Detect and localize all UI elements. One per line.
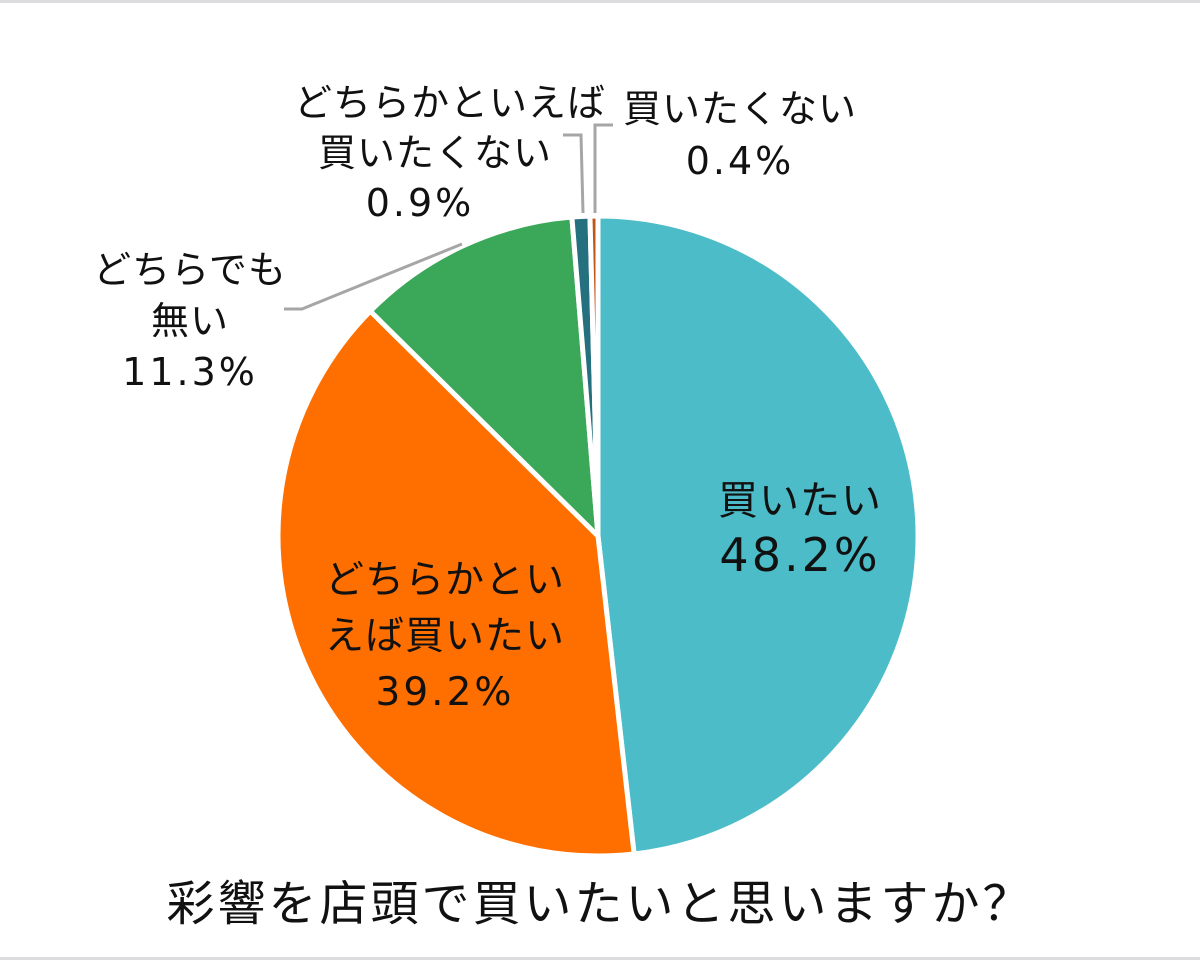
label-rather-want: どちらかとい えば買いたい 39.2% xyxy=(310,553,580,721)
chart-title: 彩響を店頭で買いたいと思いますか？ xyxy=(166,876,1034,932)
label-not-want-pct: 0.4% xyxy=(685,139,795,183)
label-want-text: 買いたい xyxy=(718,478,882,524)
leader-lines xyxy=(284,123,613,311)
label-rather-not-line2: 買いたくない xyxy=(317,131,552,175)
label-neither-pct: 11.3% xyxy=(122,350,258,394)
label-not-want-line1: 買いたくない xyxy=(622,87,857,131)
pie-slice-want xyxy=(595,213,921,857)
label-want-pct: 48.2% xyxy=(719,528,881,582)
label-rather-want-line1: どちらかとい xyxy=(324,558,565,603)
pie-slice-neither xyxy=(367,214,601,539)
leader-line-not-want xyxy=(593,123,613,213)
label-rather-not-pct: 0.9% xyxy=(365,181,475,225)
pie-slices xyxy=(275,213,921,859)
label-not-want: 買いたくない 0.4% xyxy=(615,83,865,187)
label-rather-want-line2: えば買いたい xyxy=(324,614,565,659)
top-border xyxy=(0,0,1200,3)
label-neither-line2: 無い xyxy=(150,299,229,343)
leader-line-rather-not xyxy=(563,133,585,214)
label-want: 買いたい 48.2% xyxy=(680,474,920,582)
pie-slice-not-want xyxy=(587,213,601,539)
label-neither-line1: どちらでも xyxy=(93,248,287,292)
label-rather-not-line1: どちらかといえば xyxy=(293,81,606,125)
leader-line-neither xyxy=(284,242,463,311)
label-neither: どちらでも 無い 11.3% xyxy=(75,245,305,398)
pie-slice-rather-want xyxy=(275,308,637,859)
label-rather-want-pct: 39.2% xyxy=(375,670,515,715)
bottom-border xyxy=(0,957,1200,960)
label-rather-not: どちらかといえば 買いたくない 0.9% xyxy=(285,78,615,228)
